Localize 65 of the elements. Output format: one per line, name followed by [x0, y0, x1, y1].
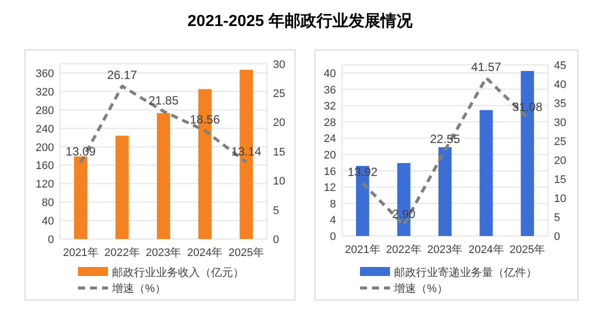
data-label: 13.09 [66, 144, 96, 159]
y2-tick-label: 15 [554, 174, 566, 186]
y-tick-label: 0 [48, 234, 54, 246]
x-tick-label: 2022年 [386, 244, 422, 256]
data-label: 13.14 [231, 144, 262, 158]
x-tick-label: 2023年 [146, 247, 182, 259]
x-tick-label: 2025年 [228, 247, 264, 259]
x-tick-label: 2021年 [62, 247, 98, 259]
text: 2021-2025 年邮政行业发展情况 [188, 12, 414, 30]
y2-tick-label: 0 [273, 234, 280, 246]
y-tick-label: 360 [36, 68, 54, 80]
y2-tick-label: 40 [554, 78, 566, 91]
y-tick-label: 32 [324, 100, 336, 113]
legend-label: 增速（%） [393, 282, 448, 295]
data-label: 26.17 [107, 68, 138, 82]
y2-tick-label: 45 [554, 60, 566, 72]
data-label: 22.55 [430, 132, 460, 146]
y2-tick-label: 25 [273, 88, 286, 100]
y2-tick-label: 30 [273, 58, 286, 71]
x-tick-label: 2022年 [104, 247, 140, 259]
y-tick-label: 20 [324, 150, 336, 162]
data-label: 41.57 [471, 60, 502, 74]
y2-tick-label: 10 [554, 192, 566, 205]
y-tick-label: 8 [330, 198, 336, 210]
legend-label: 增速（%） [111, 282, 166, 295]
bar [438, 147, 452, 236]
y-tick-label: 160 [36, 160, 54, 172]
data-label: 31.08 [512, 100, 543, 114]
y-tick-label: 320 [36, 86, 54, 98]
y2-tick-label: 10 [273, 176, 286, 188]
y-tick-label: 4 [330, 214, 336, 227]
x-tick-label: 2025年 [510, 244, 546, 256]
y-tick-label: 80 [42, 197, 54, 210]
y-tick-label: 36 [324, 84, 336, 96]
y-tick-label: 0 [330, 231, 336, 243]
y-tick-label: 24 [324, 133, 336, 146]
x-tick-label: 2021年 [344, 244, 380, 256]
y2-tick-label: 20 [554, 154, 566, 167]
y-tick-label: 28 [324, 116, 336, 129]
y2-tick-label: 25 [554, 136, 566, 148]
y-tick-label: 240 [36, 123, 54, 136]
bar [115, 136, 129, 239]
legend-label: 邮政行业寄递业务量（亿件） [394, 266, 537, 279]
y2-tick-label: 35 [554, 98, 566, 110]
y-tick-label: 40 [324, 68, 336, 80]
x-tick-label: 2024年 [468, 244, 504, 256]
legend-label: 邮政行业业务收入（亿元） [112, 266, 244, 279]
x-tick-label: 2024年 [187, 247, 223, 259]
y-tick-label: 40 [42, 216, 54, 228]
y-tick-label: 120 [36, 178, 54, 191]
y-tick-label: 12 [324, 182, 336, 194]
y2-tick-label: 30 [554, 116, 566, 129]
y2-tick-label: 5 [273, 204, 280, 217]
y-tick-label: 16 [324, 166, 336, 178]
y2-tick-label: 0 [554, 231, 560, 243]
y2-tick-label: 20 [273, 117, 286, 130]
y-tick-label: 200 [36, 142, 54, 154]
y-tick-label: 280 [36, 104, 54, 117]
y2-tick-label: 5 [554, 212, 560, 224]
x-tick-label: 2023年 [427, 244, 463, 256]
data-label: 21.85 [148, 93, 179, 108]
bar [156, 113, 170, 239]
y2-tick-label: 15 [273, 146, 286, 158]
bar [480, 110, 493, 236]
bar [74, 156, 88, 239]
